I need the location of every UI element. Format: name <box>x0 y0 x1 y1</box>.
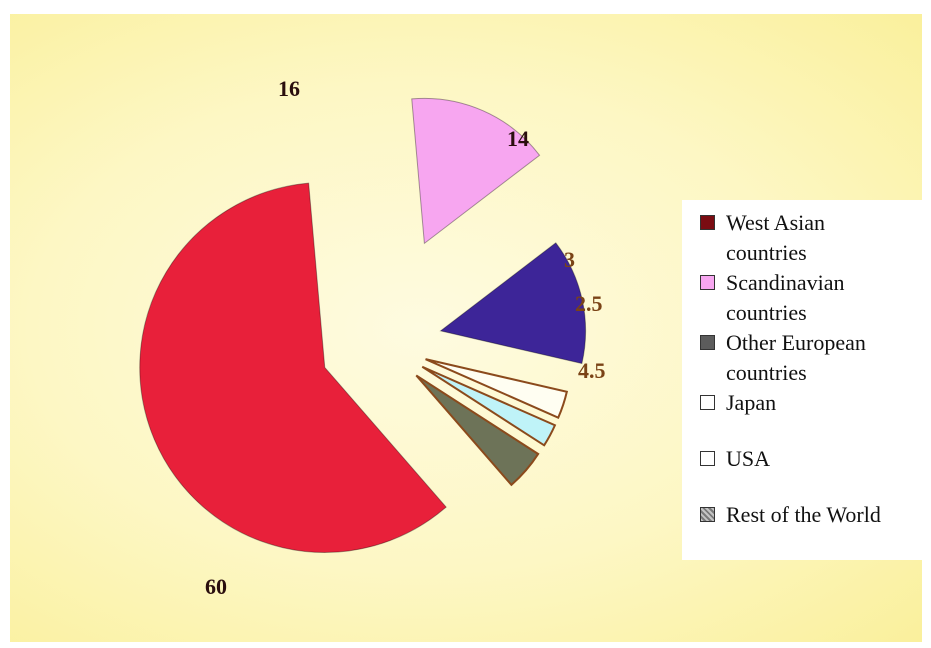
value-label-scandinavian-countries: 16 <box>278 76 300 101</box>
legend-swatch-rest-of-world <box>700 507 715 522</box>
legend-label-japan: Japan <box>726 390 777 415</box>
legend-swatch-usa <box>700 451 715 466</box>
legend-label-west-asian-2: countries <box>726 240 807 265</box>
legend-label-scandinavian-2: countries <box>726 300 807 325</box>
pie-slice-usa <box>421 365 557 447</box>
legend-swatch-other-european <box>700 335 715 350</box>
chart-area: 60 16 14 3 2.5 4.5 West Asian countries Scand… <box>10 14 928 642</box>
legend-label-rest-of-world: Rest of the World <box>726 502 881 527</box>
value-label-west-asian-countries: 60 <box>205 574 227 599</box>
pie-slice-scandinavian-countries <box>411 97 541 245</box>
legend-label-usa: USA <box>726 446 771 471</box>
pie-slice-japan <box>425 358 569 419</box>
legend-swatch-west-asian <box>700 215 715 230</box>
legend-label-scandinavian-1: Scandinavian <box>726 270 845 295</box>
legend-label-other-european-1: Other European <box>726 330 866 355</box>
value-label-japan: 3 <box>564 247 575 272</box>
pie-value-labels: 60 16 14 32.5 4.5 <box>205 76 606 599</box>
pie-slice-rest-of-the-world <box>415 374 540 487</box>
legend-item-japan: Japan <box>700 388 928 418</box>
legend-item-other-european: Other European countries <box>700 328 928 388</box>
legend: West Asian countries Scandinavian countr… <box>682 200 928 560</box>
legend-item-west-asian: West Asian countries <box>700 208 928 268</box>
legend-swatch-scandinavian <box>700 275 715 290</box>
legend-item-usa: USA <box>700 444 928 474</box>
value-label-other-european-countries: 14 <box>507 126 529 151</box>
pie-slice-west-asian-countries <box>139 182 447 553</box>
pie-slice-other-european-countries <box>439 242 587 365</box>
pie-slices <box>139 97 587 553</box>
legend-label-other-european-2: countries <box>726 360 807 385</box>
value-label-rest-of-the-world: 4.5 <box>578 358 606 383</box>
pie-chart: 60 16 14 32.5 4.5 <box>139 76 606 599</box>
value-label-usa: 2.5 <box>575 291 603 316</box>
legend-item-scandinavian: Scandinavian countries <box>700 268 928 328</box>
legend-item-rest-of-world: Rest of the World <box>700 500 928 530</box>
legend-label-west-asian-1: West Asian <box>726 210 826 235</box>
legend-swatch-japan <box>700 395 715 410</box>
